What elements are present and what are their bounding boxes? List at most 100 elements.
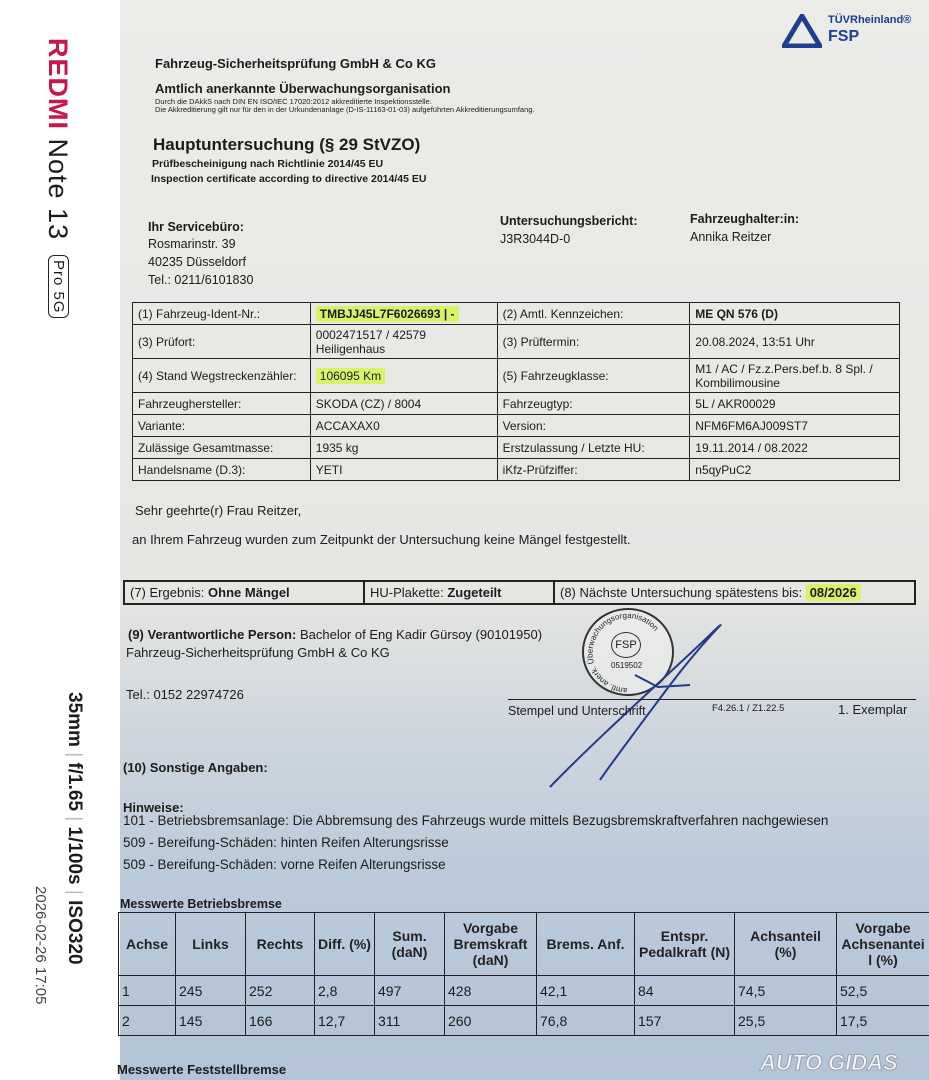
field-label-cell: Variante: (132, 414, 311, 437)
field-value-cell: 20.08.2024, 13:51 Uhr (689, 324, 900, 359)
field-label-cell: Fahrzeughersteller: (132, 392, 311, 415)
field-value: ME QN 576 (D) (695, 306, 778, 321)
result-label: (7) Ergebnis: (130, 585, 205, 600)
holder-label: Fahrzeughalter:in: (690, 212, 800, 226)
brake-column-header: Brems. Anf. (536, 912, 635, 976)
brake-cell: 52,5 (836, 975, 929, 1006)
document-title: Hauptuntersuchung (§ 29 StVZO) (153, 135, 421, 154)
plakette-value: Zugeteilt (447, 585, 502, 600)
responsible-phone: Tel.: 0152 22974726 (126, 687, 244, 702)
field-value: 1935 kg (315, 440, 359, 455)
vehicle-row: (4) Stand Wegstreckenzähler: 106095 Km (5)… (132, 358, 900, 393)
next-inspection-value: 08/2026 (805, 584, 861, 601)
brake-row: 2 145 166 12,7 311 260 76,8 157 25,5 17,5 (118, 1005, 929, 1036)
brake-column-header: Achsanteil (%) (734, 912, 837, 976)
accreditation-line-2: Die Akkreditierung gilt nur für den in d… (155, 105, 535, 114)
field-value: 19.11.2014 / 08.2022 (695, 440, 808, 455)
brake-column-header: Rechts (245, 912, 315, 976)
field-value-cell: SKODA (CZ) / 8004 (309, 392, 498, 415)
note-item: 509 - Bereifung-Schäden: hinten Reifen A… (123, 835, 449, 850)
field-label: (3) Prüfort: (138, 334, 196, 349)
tuv-triangle-icon (779, 11, 825, 49)
field-label-cell: (3) Prüftermin: (496, 324, 691, 359)
org-title: Amtlich anerkannte Überwachungsorganisat… (155, 81, 451, 96)
signature-line (508, 699, 916, 700)
holder-name: Annika Reitzer (690, 230, 772, 244)
brake-column-header: Achse (118, 912, 176, 976)
signature (549, 624, 722, 788)
service-city: 40235 Düsseldorf (148, 255, 246, 269)
copy-number: 1. Exemplar (838, 702, 908, 717)
field-label-cell: Fahrzeugtyp: (496, 392, 691, 415)
brake-cell: 252 (245, 975, 315, 1006)
fsp-text: FSP (828, 28, 860, 45)
field-label: Erstzulassung / Letzte HU: (502, 440, 645, 455)
vehicle-row: Fahrzeughersteller: SKODA (CZ) / 8004 Fahr… (132, 392, 900, 415)
vehicle-row: Zulässige Gesamtmasse: 1935 kg Erstzulassu… (132, 436, 900, 459)
field-label: Version: (502, 418, 546, 433)
stamp-number: 0519502 (611, 661, 643, 670)
official-stamp: amtl. anerk. Überwachungsorganisation FS… (582, 608, 674, 696)
field-label-cell: (5) Fahrzeugklasse: (496, 358, 691, 393)
field-value: n5qyPuC2 (695, 462, 752, 477)
company-name: Fahrzeug-Sicherheitsprüfung GmbH & Co KG (155, 56, 436, 71)
exif-shutter: 1/100s (64, 826, 85, 885)
field-label-cell: (3) Prüfort: (132, 324, 311, 359)
field-value-cell: 1935 kg (309, 436, 498, 459)
field-value: 0002471517 / 42579 Heiligenhaus (315, 327, 426, 356)
tuv-brand-text: TÜVRheinland® (828, 14, 912, 26)
brake-cell: 1 (118, 975, 176, 1006)
field-value-cell: TMBJJ45L7F6026693 | - (309, 302, 498, 325)
service-street: Rosmarinstr. 39 (148, 237, 236, 251)
field-label: Variante: (138, 418, 186, 433)
brake-cell: 260 (444, 1005, 537, 1036)
field-label: (1) Fahrzeug-Ident-Nr.: (138, 306, 261, 321)
field-value: TMBJJ45L7F6026693 | - (315, 305, 459, 322)
parking-brake-title: Messwerte Feststellbremse (117, 1062, 287, 1077)
field-value: M1 / AC / Fz.z.Pers.bef.b. 8 Spl. / Komb… (695, 361, 873, 390)
stamp-logo: FSP (611, 632, 641, 658)
result-table: (7) Ergebnis: Ohne Mängel HU-Plakette: Z… (123, 580, 916, 605)
subtitle-de: Prüfbescheinigung nach Richtlinie 2014/4… (152, 158, 384, 170)
responsible-label: (9) Verantwortliche Person: (128, 627, 297, 642)
camera-brand-line: REDMI Note 13 Pro 5G (42, 38, 73, 319)
note-item: 509 - Bereifung-Schäden: vorne Reifen Al… (123, 857, 446, 872)
field-label-cell: Version: (496, 414, 691, 437)
service-office-label: Ihr Servicebüro: (148, 220, 244, 234)
brake-column-header: Entspr. Pedalkraft (N) (634, 912, 735, 976)
vehicle-row: Variante: ACCAXAX0 Version: NFM6FM6AJ009ST7 (132, 414, 900, 437)
field-label: Fahrzeugtyp: (502, 396, 573, 411)
notes-label: Hinweise: (123, 800, 184, 815)
plakette-label: HU-Plakette: (370, 585, 444, 600)
field-value-cell: YETI (309, 458, 498, 481)
brake-cell: 25,5 (734, 1005, 837, 1036)
field-label-cell: (1) Fahrzeug-Ident-Nr.: (132, 302, 311, 325)
brake-table-title: Messwerte Betriebsbremse (120, 897, 282, 911)
vehicle-row: (3) Prüfort: 0002471517 / 42579 Heiligenh… (132, 324, 900, 359)
notes-list: 101 - Betriebsbremsanlage: Die Abbremsun… (123, 810, 828, 876)
brake-cell: 42,1 (536, 975, 635, 1006)
field-label-cell: iKfz-Prüfziffer: (496, 458, 691, 481)
report-number: J3R3044D-0 (500, 232, 571, 246)
field-value-cell: 19.11.2014 / 08.2022 (689, 436, 900, 459)
field-value: NFM6FM6AJ009ST7 (695, 418, 808, 433)
next-inspection-label: (8) Nächste Untersuchung spätestens bis: (560, 585, 803, 600)
brake-column-header: Sum. (daN) (374, 912, 445, 976)
service-brake-table: Achse Links Rechts Diff. (%) Sum. (daN) Vorga… (118, 912, 929, 1036)
plakette-cell: HU-Plakette: Zugeteilt (363, 580, 555, 605)
service-phone: Tel.: 0211/6101830 (148, 273, 254, 287)
brake-cell: 2 (118, 1005, 176, 1036)
brake-cell: 145 (175, 1005, 246, 1036)
vehicle-data-table: (1) Fahrzeug-Ident-Nr.: TMBJJ45L7F6026693… (132, 302, 900, 481)
brake-cell: 12,7 (314, 1005, 375, 1036)
camera-exif: 35mm | f/1.65 | 1/100s | ISO320 (64, 692, 85, 965)
responsible-line: (9) Verantwortliche Person: Bachelor of … (128, 627, 542, 642)
brake-column-header: Diff. (%) (314, 912, 375, 976)
camera-datetime: 2026-02-26 17:05 (32, 886, 49, 1005)
other-info-label: (10) Sonstige Angaben: (123, 760, 268, 775)
camera-model: Note 13 (43, 138, 73, 241)
responsible-company: Fahrzeug-Sicherheitsprüfung GmbH & Co KG (126, 645, 390, 660)
brake-cell: 157 (634, 1005, 735, 1036)
field-value-cell: ME QN 576 (D) (689, 302, 900, 325)
field-label: (3) Prüftermin: (502, 334, 580, 349)
